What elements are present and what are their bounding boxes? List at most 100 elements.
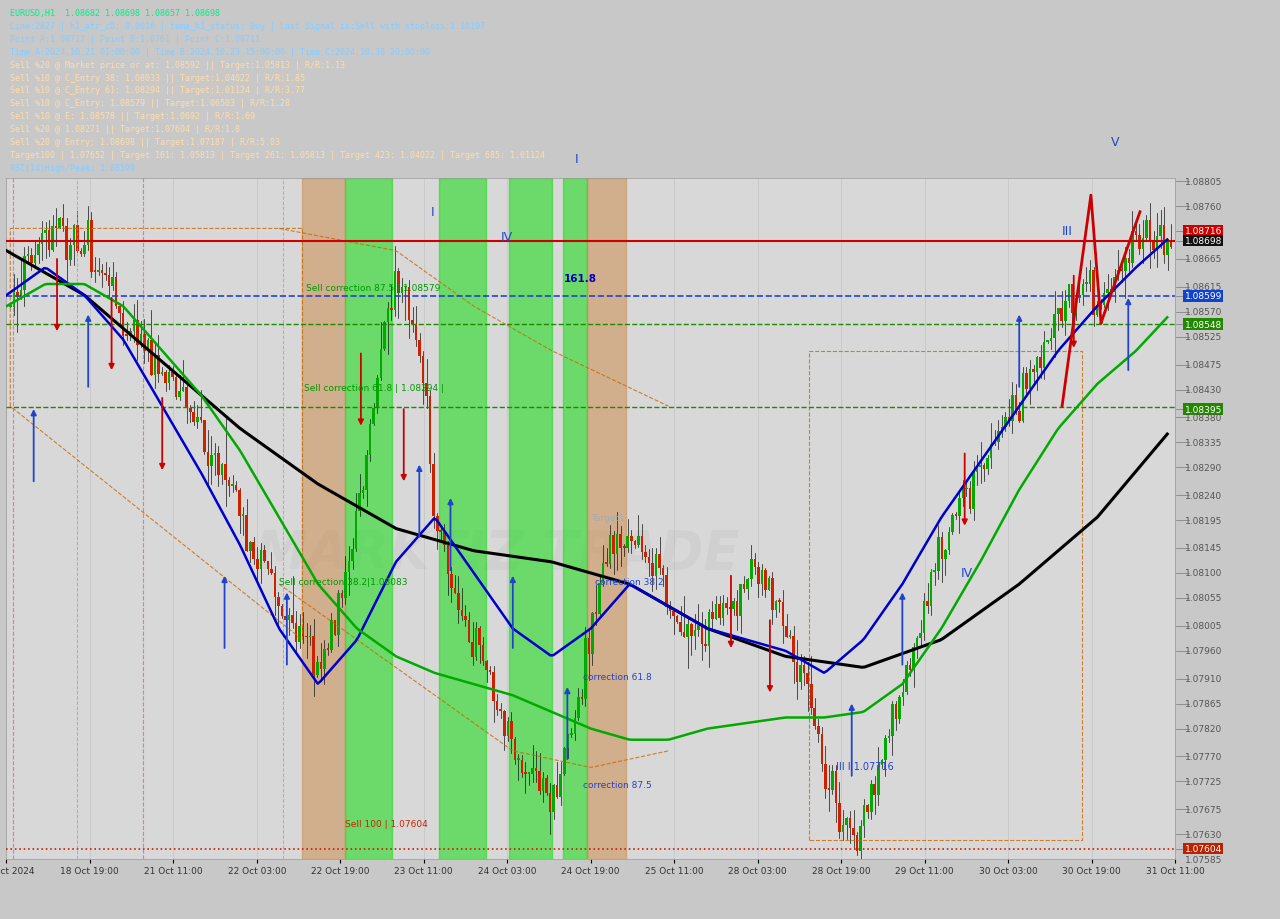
Bar xyxy=(915,639,918,647)
Bar xyxy=(891,704,893,736)
Bar xyxy=(626,536,628,549)
Bar xyxy=(726,604,728,608)
Bar xyxy=(69,245,72,261)
Bar xyxy=(778,600,781,602)
Text: 1.08290: 1.08290 xyxy=(1184,463,1222,472)
Bar xyxy=(390,309,393,311)
Bar xyxy=(630,536,632,541)
Bar xyxy=(55,227,58,229)
Bar xyxy=(404,286,407,289)
Bar xyxy=(1011,395,1014,422)
Bar xyxy=(609,535,612,564)
Bar xyxy=(634,541,636,546)
Bar xyxy=(232,484,234,486)
Bar xyxy=(588,639,590,654)
Bar xyxy=(101,270,104,273)
Bar xyxy=(955,515,957,516)
Bar xyxy=(1142,239,1144,250)
Bar xyxy=(714,605,717,619)
Bar xyxy=(1082,285,1084,296)
Bar xyxy=(591,613,594,654)
Text: 1.08430: 1.08430 xyxy=(1184,386,1222,394)
Bar xyxy=(372,409,375,425)
Bar xyxy=(1106,289,1108,294)
Bar xyxy=(79,251,82,255)
Bar xyxy=(1166,242,1169,255)
Bar xyxy=(270,570,273,573)
Bar xyxy=(33,256,36,264)
Bar xyxy=(877,766,879,795)
Text: EURUSD,H1  1.08682 1.08698 1.08657 1.08698: EURUSD,H1 1.08682 1.08698 1.08657 1.0869… xyxy=(10,9,220,18)
Text: 1.08055: 1.08055 xyxy=(1184,594,1222,603)
Bar xyxy=(433,464,435,516)
Bar xyxy=(676,617,678,622)
Bar xyxy=(13,293,15,307)
Bar xyxy=(969,489,972,509)
Bar xyxy=(422,357,425,383)
Bar xyxy=(899,697,901,720)
Bar xyxy=(905,665,908,692)
Text: 1.07675: 1.07675 xyxy=(1184,805,1222,814)
Bar xyxy=(1068,285,1070,301)
Bar xyxy=(1089,271,1092,285)
Bar xyxy=(493,672,495,701)
Bar xyxy=(895,704,897,720)
Bar xyxy=(768,578,771,591)
Bar xyxy=(541,778,544,790)
Bar xyxy=(467,620,470,642)
Text: Sell correction 38.2|1.08083: Sell correction 38.2|1.08083 xyxy=(279,577,407,586)
Bar xyxy=(83,246,86,255)
Bar xyxy=(242,515,244,516)
Bar xyxy=(136,321,138,346)
Text: 1.08615: 1.08615 xyxy=(1184,283,1222,292)
Bar xyxy=(852,828,855,834)
Bar xyxy=(264,550,266,562)
Text: 1.08698: 1.08698 xyxy=(1184,237,1222,246)
Bar xyxy=(387,309,389,323)
Bar xyxy=(461,610,463,617)
Bar xyxy=(595,612,598,614)
Bar xyxy=(1004,417,1006,428)
Bar xyxy=(41,233,44,245)
Bar xyxy=(45,231,47,233)
Bar xyxy=(172,372,174,378)
Bar xyxy=(616,534,618,555)
Bar xyxy=(481,645,484,662)
Text: I: I xyxy=(431,205,435,219)
Bar xyxy=(509,179,552,859)
Bar xyxy=(182,387,184,391)
Bar xyxy=(887,736,890,738)
Bar xyxy=(1036,357,1038,372)
Bar xyxy=(810,685,813,709)
Text: 1.08599: 1.08599 xyxy=(1184,292,1222,301)
Bar xyxy=(1039,357,1042,369)
Bar xyxy=(909,665,911,671)
Bar xyxy=(178,391,180,397)
Bar xyxy=(1170,242,1172,248)
Text: 1.08716: 1.08716 xyxy=(1184,227,1222,236)
Bar xyxy=(365,455,367,490)
Text: 1.07725: 1.07725 xyxy=(1184,777,1222,786)
Bar xyxy=(973,472,975,509)
Bar xyxy=(168,372,170,383)
Bar xyxy=(344,572,347,598)
Text: 1.07585: 1.07585 xyxy=(1184,855,1222,864)
Bar xyxy=(453,588,456,594)
Bar xyxy=(1078,296,1080,299)
Bar xyxy=(1032,369,1034,372)
Bar xyxy=(1132,232,1134,264)
Bar xyxy=(320,663,323,669)
Text: Sell %10 @ C_Entry 61: 1.08294 || Target:1.01124 | R/R:3.77: Sell %10 @ C_Entry 61: 1.08294 || Target… xyxy=(10,86,305,96)
Bar xyxy=(648,558,650,563)
Bar xyxy=(76,225,78,251)
Bar xyxy=(785,627,787,637)
Bar xyxy=(206,453,209,466)
Bar xyxy=(838,802,841,832)
Bar xyxy=(513,739,516,761)
Text: III: III xyxy=(1062,225,1073,238)
Text: Line:2827 | h1_atr_c0: 0.0016 | tema_h1_status: Buy | Last Signal is:Sell with s: Line:2827 | h1_atr_c0: 0.0016 | tema_h1_… xyxy=(10,22,485,31)
Bar xyxy=(849,818,851,828)
Text: 1.07820: 1.07820 xyxy=(1184,724,1222,733)
Text: 1.08475: 1.08475 xyxy=(1184,360,1222,369)
Bar xyxy=(93,271,96,273)
